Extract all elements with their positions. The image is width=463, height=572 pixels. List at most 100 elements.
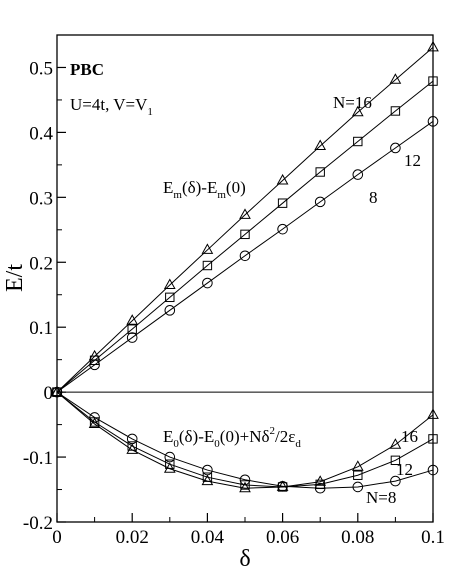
- params-label: U=4t, V=V1: [70, 95, 153, 118]
- upper-e1: E: [163, 178, 173, 197]
- data-point-triangle: [351, 460, 364, 471]
- lower-mid: (δ)-E: [179, 427, 214, 446]
- data-point-square: [240, 480, 250, 490]
- data-point-circle: [427, 116, 439, 127]
- lower-mid3: /2ε: [275, 427, 295, 446]
- data-point-triangle: [239, 481, 251, 493]
- data-point-triangle: [427, 408, 439, 419]
- y-tick-label: 0.2: [29, 253, 53, 274]
- lower-n12-label: 12: [396, 460, 413, 479]
- data-point-triangle: [389, 73, 402, 84]
- data-point-circle: [277, 223, 288, 235]
- upper-n12-label: 12: [404, 151, 421, 170]
- series-line: [56, 46, 434, 393]
- x-tick-label: 0.02: [116, 527, 149, 548]
- data-point-circle: [352, 169, 364, 180]
- data-point-circle: [89, 359, 100, 371]
- y-tick-label: 0: [44, 383, 54, 404]
- series-layer: [51, 40, 439, 494]
- data-point-triangle: [351, 105, 364, 117]
- axis-ticks: 0 0.02 0.04 0.06 0.08 0.1 -0.2 -0.1 0 0.1 0.2 0.3 0.…: [23, 58, 445, 548]
- lower-s3: d: [295, 438, 301, 450]
- data-point-square: [202, 260, 213, 271]
- data-point-triangle: [201, 243, 214, 254]
- upper-curve-label: Em(δ)-Em(0): [163, 178, 246, 201]
- upper-s1: m: [173, 189, 182, 201]
- x-tick-label: 0.04: [191, 527, 225, 548]
- data-point-triangle: [126, 443, 139, 454]
- data-point-square: [52, 387, 62, 397]
- data-point-triangle: [389, 438, 402, 449]
- data-point-square: [428, 434, 438, 444]
- lower-s2: 0: [214, 438, 220, 450]
- data-point-square: [390, 106, 401, 116]
- y-tick-label: -0.1: [23, 448, 53, 469]
- data-point-triangle: [51, 385, 63, 397]
- data-point-circle: [126, 433, 138, 445]
- data-point-circle: [314, 482, 326, 494]
- data-point-triangle: [276, 173, 289, 185]
- data-point-triangle: [239, 208, 251, 219]
- upper-s2: m: [217, 189, 226, 201]
- data-point-square: [390, 455, 401, 466]
- upper-n16-label: N=16: [333, 93, 372, 112]
- series-line: [56, 80, 434, 393]
- data-point-triangle: [163, 278, 176, 289]
- lower-n16-label: 16: [401, 427, 418, 446]
- series-line: [56, 391, 434, 489]
- data-point-circle: [314, 196, 326, 208]
- x-tick-label: 0: [52, 527, 62, 548]
- data-point-square: [240, 229, 250, 240]
- y-tick-label: 0.4: [29, 123, 53, 144]
- data-point-triangle: [314, 139, 327, 151]
- data-point-circle: [239, 474, 251, 486]
- data-point-square: [165, 292, 175, 303]
- upper-end: (0): [226, 178, 246, 197]
- data-point-square: [127, 441, 137, 451]
- data-point-circle: [352, 481, 364, 493]
- data-point-square: [277, 198, 288, 208]
- series-line: [56, 120, 434, 393]
- data-point-circle: [164, 451, 176, 463]
- y-tick-label: -0.2: [23, 513, 53, 534]
- series-lower-circle: [51, 386, 439, 494]
- data-point-circle: [202, 277, 213, 289]
- y-axis-title: E/t: [2, 264, 28, 292]
- params-sub: 1: [147, 106, 153, 118]
- data-point-circle: [164, 305, 176, 316]
- boundary-condition-label: PBC: [70, 60, 104, 79]
- data-point-circle: [427, 464, 439, 476]
- upper-n8-label: 8: [369, 188, 378, 207]
- data-point-circle: [239, 250, 251, 262]
- data-point-circle: [126, 332, 138, 343]
- x-tick-label: 0.06: [266, 527, 299, 548]
- data-point-circle: [390, 475, 401, 487]
- lower-sup: 2: [269, 425, 275, 437]
- data-point-triangle: [314, 475, 327, 486]
- series-line: [56, 391, 434, 489]
- x-tick-label: 0.08: [341, 527, 374, 548]
- series-upper-square: [52, 76, 438, 397]
- x-tick-label: 0.1: [421, 527, 445, 548]
- data-point-triangle: [427, 40, 439, 52]
- data-point-circle: [277, 480, 288, 492]
- data-point-square: [165, 459, 175, 469]
- lower-s1: 0: [173, 438, 179, 450]
- lower-mid2: (0)+Nδ: [220, 427, 270, 446]
- lower-n8-label: N=8: [366, 488, 396, 507]
- data-point-circle: [51, 386, 63, 398]
- data-point-triangle: [163, 462, 176, 473]
- data-point-circle: [390, 142, 401, 154]
- lower-curve-label: E0(δ)-E0(0)+Nδ2/2εd: [163, 425, 301, 450]
- y-tick-label: 0.5: [29, 58, 53, 79]
- y-tick-label: 0.3: [29, 188, 53, 209]
- params-text: U=4t, V=V: [70, 95, 148, 114]
- data-point-square: [353, 136, 363, 147]
- data-point-circle: [89, 412, 100, 423]
- data-point-triangle: [201, 474, 214, 486]
- x-axis-title: δ: [239, 546, 250, 572]
- series-upper-circle: [51, 116, 439, 398]
- series-lower-triangle: [51, 385, 439, 493]
- lower-e1: E: [163, 427, 173, 446]
